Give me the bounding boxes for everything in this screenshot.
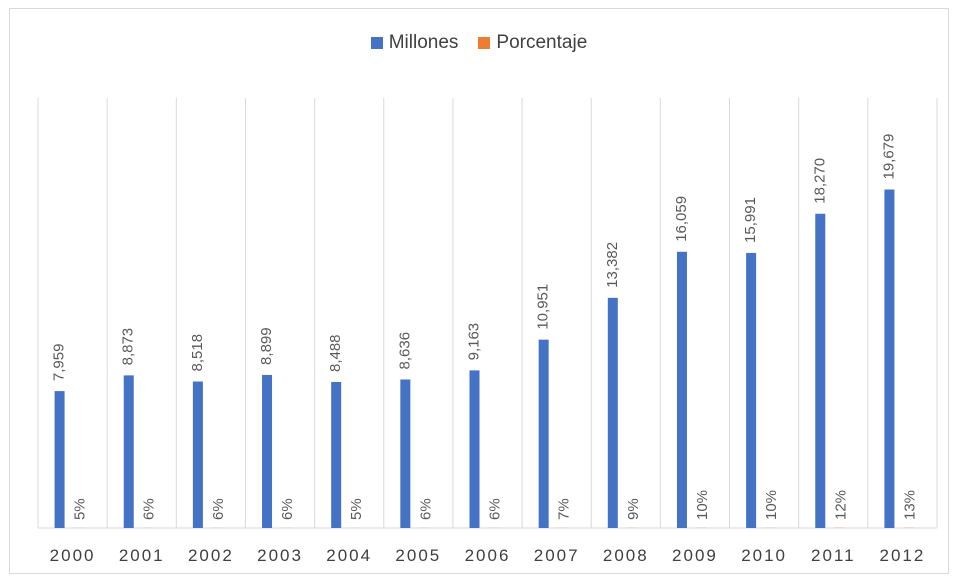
x-tick-label: 2000 bbox=[50, 546, 96, 565]
x-tick-label: 2007 bbox=[534, 546, 580, 565]
x-tick-label: 2006 bbox=[465, 546, 511, 565]
data-label-porcentaje: 7% bbox=[556, 498, 573, 520]
data-label-porcentaje: 10% bbox=[763, 490, 780, 520]
data-label-millones: 15,991 bbox=[742, 197, 759, 243]
data-label-millones: 8,899 bbox=[258, 327, 275, 365]
x-tick-label: 2008 bbox=[603, 546, 649, 565]
x-tick-label: 2010 bbox=[741, 546, 787, 565]
bar-millones bbox=[123, 375, 134, 528]
x-tick-label: 2003 bbox=[257, 546, 303, 565]
bar-millones bbox=[331, 382, 342, 528]
bar-millones bbox=[676, 251, 687, 528]
bar-millones bbox=[192, 381, 203, 528]
bar-millones bbox=[746, 252, 757, 528]
data-label-porcentaje: 6% bbox=[210, 498, 227, 520]
legend-swatch-millones bbox=[370, 37, 383, 49]
x-tick-label: 2011 bbox=[811, 546, 856, 565]
data-label-millones: 8,873 bbox=[120, 328, 137, 366]
data-label-porcentaje: 6% bbox=[487, 498, 504, 520]
data-label-porcentaje: 6% bbox=[279, 498, 296, 520]
legend-label-millones: Millones bbox=[388, 32, 459, 53]
x-tick-label: 2005 bbox=[395, 546, 441, 565]
bar-millones bbox=[884, 189, 895, 529]
x-tick-label: 2004 bbox=[326, 546, 372, 565]
data-label-porcentaje: 5% bbox=[72, 498, 89, 520]
data-label-porcentaje: 9% bbox=[625, 498, 642, 520]
data-label-millones: 7,959 bbox=[51, 344, 68, 382]
data-label-porcentaje: 5% bbox=[348, 498, 365, 520]
data-label-porcentaje: 6% bbox=[417, 498, 434, 520]
legend-item-porcentaje: Porcentaje bbox=[478, 32, 587, 54]
data-label-millones: 13,382 bbox=[604, 242, 621, 288]
data-label-millones: 16,059 bbox=[673, 196, 690, 242]
bar-millones bbox=[262, 374, 273, 528]
data-label-porcentaje: 6% bbox=[141, 498, 158, 520]
bar-millones bbox=[538, 339, 549, 528]
legend-label-porcentaje: Porcentaje bbox=[496, 32, 588, 53]
bar-millones bbox=[815, 213, 826, 529]
legend-item-millones: Millones bbox=[370, 32, 459, 54]
data-label-porcentaje: 12% bbox=[832, 490, 849, 520]
data-label-millones: 8,518 bbox=[189, 334, 206, 372]
bar-millones bbox=[607, 297, 618, 528]
data-label-millones: 18,270 bbox=[811, 158, 828, 204]
data-label-millones: 8,488 bbox=[327, 334, 344, 372]
data-label-millones: 9,163 bbox=[466, 323, 483, 361]
x-tick-label: 2012 bbox=[880, 546, 926, 565]
bar-millones bbox=[400, 379, 411, 528]
data-label-millones: 19,679 bbox=[880, 134, 897, 180]
legend: Millones Porcentaje bbox=[0, 28, 958, 58]
x-tick-label: 2002 bbox=[188, 546, 234, 565]
bar-millones bbox=[469, 370, 480, 528]
data-label-millones: 8,636 bbox=[396, 332, 413, 370]
x-tick-label: 2009 bbox=[672, 546, 718, 565]
data-label-porcentaje: 10% bbox=[694, 490, 711, 520]
data-label-porcentaje: 13% bbox=[901, 490, 918, 520]
x-tick-label: 2001 bbox=[119, 546, 165, 565]
legend-swatch-porcentaje bbox=[478, 37, 491, 49]
bar-millones bbox=[54, 391, 65, 528]
data-label-millones: 10,951 bbox=[535, 284, 552, 330]
